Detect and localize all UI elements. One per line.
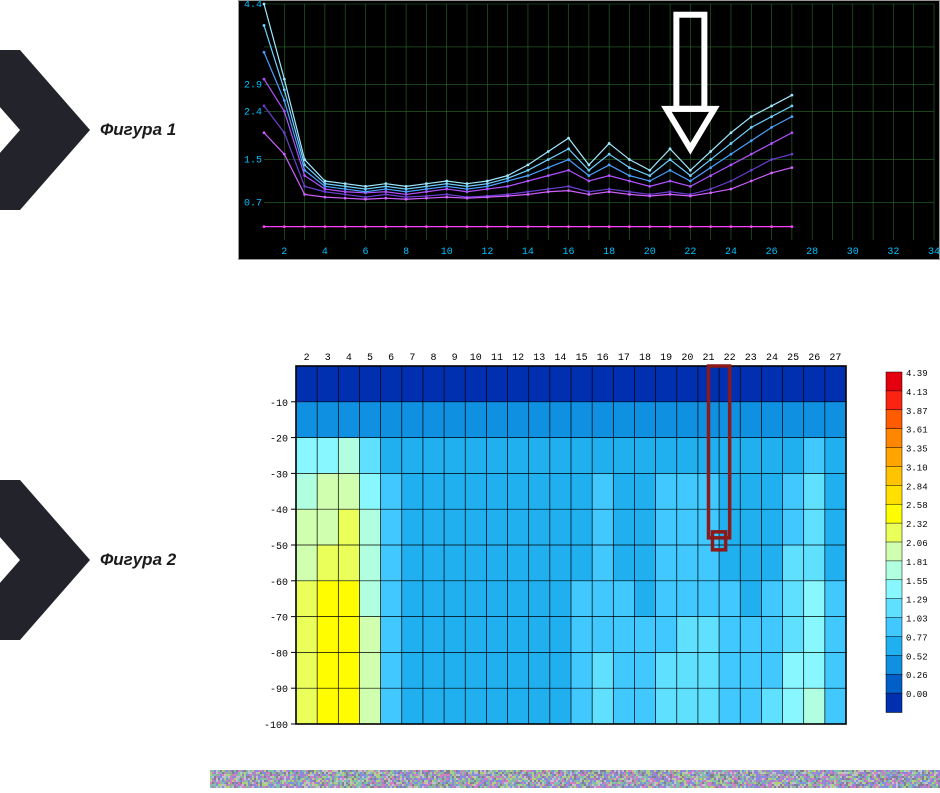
svg-text:25: 25 — [787, 353, 799, 364]
svg-text:21: 21 — [702, 353, 714, 364]
svg-text:22: 22 — [684, 247, 696, 258]
svg-text:-20: -20 — [270, 435, 288, 446]
svg-text:-100: -100 — [264, 721, 288, 732]
svg-text:-40: -40 — [270, 506, 288, 517]
svg-text:27: 27 — [829, 353, 841, 364]
svg-text:1.5: 1.5 — [244, 156, 262, 167]
svg-text:28: 28 — [806, 247, 818, 258]
svg-text:14: 14 — [554, 353, 566, 364]
svg-text:20: 20 — [681, 353, 693, 364]
noise-strip — [210, 770, 940, 788]
svg-text:18: 18 — [603, 247, 615, 258]
svg-text:17: 17 — [618, 353, 630, 364]
svg-text:-50: -50 — [270, 542, 288, 553]
svg-text:2.84: 2.84 — [906, 482, 928, 492]
svg-text:34: 34 — [928, 247, 940, 258]
figure-1-label: Фигура 1 — [100, 120, 230, 140]
svg-text:12: 12 — [512, 353, 524, 364]
svg-text:3.87: 3.87 — [906, 407, 928, 417]
svg-text:15: 15 — [576, 353, 588, 364]
svg-text:1.81: 1.81 — [906, 558, 928, 568]
svg-text:-10: -10 — [270, 399, 288, 410]
svg-text:9: 9 — [452, 353, 458, 364]
svg-text:26: 26 — [808, 353, 820, 364]
svg-text:12: 12 — [481, 247, 493, 258]
svg-text:4: 4 — [346, 353, 352, 364]
svg-text:5: 5 — [367, 353, 373, 364]
svg-text:3: 3 — [325, 353, 331, 364]
svg-text:1.55: 1.55 — [906, 577, 928, 587]
svg-text:6: 6 — [388, 353, 394, 364]
svg-text:2.4: 2.4 — [244, 107, 262, 118]
svg-text:8: 8 — [403, 247, 409, 258]
svg-text:0.7: 0.7 — [244, 198, 262, 209]
svg-text:0.77: 0.77 — [906, 633, 928, 643]
svg-text:30: 30 — [847, 247, 859, 258]
svg-text:2.06: 2.06 — [906, 539, 928, 549]
svg-text:2: 2 — [281, 247, 287, 258]
svg-text:26: 26 — [766, 247, 778, 258]
svg-text:11: 11 — [491, 353, 503, 364]
svg-text:24: 24 — [725, 247, 737, 258]
svg-text:18: 18 — [639, 353, 651, 364]
chevron-decoration-1 — [0, 50, 90, 210]
svg-text:-60: -60 — [270, 578, 288, 589]
svg-text:16: 16 — [597, 353, 609, 364]
svg-text:2: 2 — [304, 353, 310, 364]
svg-text:22: 22 — [724, 353, 736, 364]
svg-text:3.10: 3.10 — [906, 463, 928, 473]
chart-2-contour-heatmap: 2345678910111213141516171819202122232425… — [238, 340, 940, 752]
svg-text:24: 24 — [766, 353, 778, 364]
svg-text:7: 7 — [409, 353, 415, 364]
svg-text:1.03: 1.03 — [906, 615, 928, 625]
svg-text:32: 32 — [887, 247, 899, 258]
svg-text:2.9: 2.9 — [244, 80, 262, 91]
svg-text:6: 6 — [363, 247, 369, 258]
svg-text:3.35: 3.35 — [906, 445, 928, 455]
svg-text:4.4: 4.4 — [244, 0, 262, 11]
svg-text:2.58: 2.58 — [906, 501, 928, 511]
svg-text:-30: -30 — [270, 470, 288, 481]
figure-2-label: Фигура 2 — [100, 550, 230, 570]
svg-text:3.61: 3.61 — [906, 426, 928, 436]
svg-text:1.29: 1.29 — [906, 596, 928, 606]
svg-text:14: 14 — [522, 247, 534, 258]
svg-text:8: 8 — [430, 353, 436, 364]
svg-text:4: 4 — [322, 247, 328, 258]
svg-text:0.00: 0.00 — [906, 690, 928, 700]
svg-text:10: 10 — [441, 247, 453, 258]
svg-text:2.32: 2.32 — [906, 520, 928, 530]
svg-text:4.13: 4.13 — [906, 388, 928, 398]
svg-text:10: 10 — [470, 353, 482, 364]
svg-text:19: 19 — [660, 353, 672, 364]
chart-1-line-plot: 0.71.52.42.94.42468101214161820222426283… — [238, 0, 940, 260]
svg-text:-80: -80 — [270, 649, 288, 660]
chevron-decoration-2 — [0, 480, 90, 640]
svg-text:23: 23 — [745, 353, 757, 364]
svg-text:4.39: 4.39 — [906, 369, 928, 379]
svg-text:20: 20 — [644, 247, 656, 258]
svg-text:0.52: 0.52 — [906, 652, 928, 662]
svg-text:-90: -90 — [270, 685, 288, 696]
svg-text:0.26: 0.26 — [906, 671, 928, 681]
svg-text:13: 13 — [533, 353, 545, 364]
svg-text:-70: -70 — [270, 614, 288, 625]
svg-text:16: 16 — [563, 247, 575, 258]
